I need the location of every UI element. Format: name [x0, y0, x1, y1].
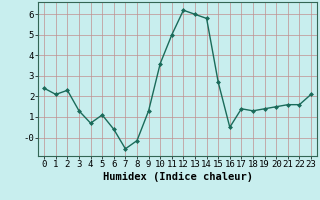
X-axis label: Humidex (Indice chaleur): Humidex (Indice chaleur) — [103, 172, 252, 182]
